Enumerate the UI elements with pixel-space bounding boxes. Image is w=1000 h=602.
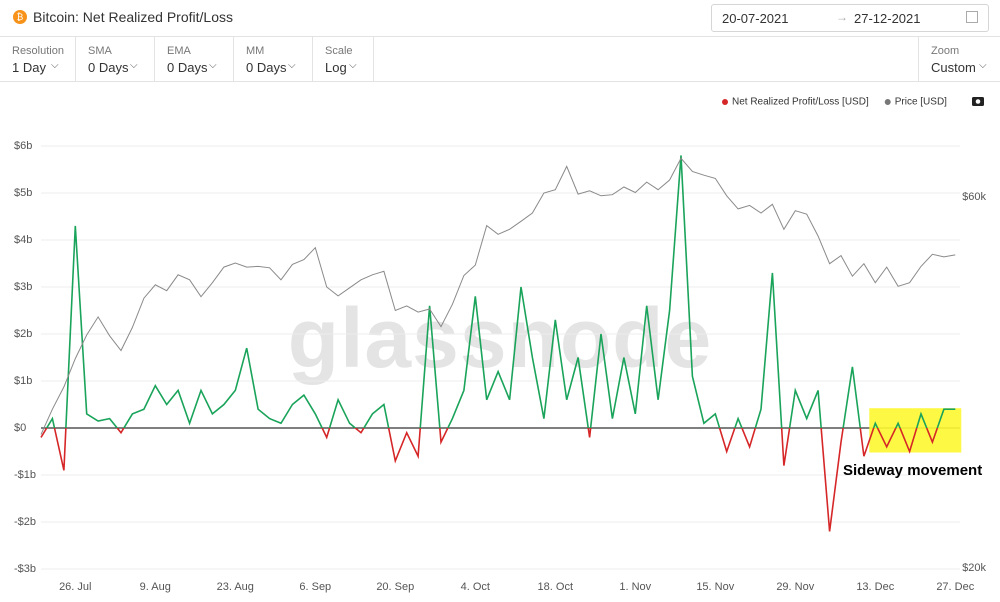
x-tick-label: 6. Sep: [299, 581, 331, 593]
y-tick-label: -$1b: [14, 469, 36, 481]
x-tick-label: 20. Sep: [376, 581, 414, 593]
divider: [0, 81, 1000, 82]
control-label: Scale: [325, 45, 353, 57]
date-to: 27-12-2021: [854, 11, 921, 26]
control-value: 0 Days: [167, 60, 208, 75]
legend-marker: [722, 99, 728, 105]
zoom-control[interactable]: Zoom Custom ⌵: [918, 37, 1000, 81]
x-tick-label: 4. Oct: [461, 581, 490, 593]
legend-marker: [884, 99, 891, 105]
legend-label: Price [USD]: [895, 97, 947, 108]
x-tick-label: 27. Dec: [936, 581, 974, 593]
y-tick-label: $2b: [14, 328, 32, 340]
y-tick-label: $1b: [14, 375, 32, 387]
y-tick-label: $4b: [14, 234, 32, 246]
series-line-negative: [40, 428, 939, 532]
x-tick-label: 13. Dec: [856, 581, 894, 593]
control-label: SMA: [88, 45, 112, 57]
legend-label: Net Realized Profit/Loss [USD]: [732, 97, 869, 108]
control-value: 0 Days: [246, 60, 287, 75]
control[interactable]: MM 0 Days ⌵: [234, 37, 313, 81]
x-tick-label: 15. Nov: [696, 581, 734, 593]
bitcoin-icon: ₿: [13, 10, 27, 24]
date-picker[interactable]: 20-07-2021 → 27-12-2021: [711, 4, 989, 32]
y-tick-label: -$2b: [14, 516, 36, 528]
watermark: glassnode: [288, 291, 712, 385]
control-value: Log: [325, 60, 347, 75]
control-value: 1 Day: [12, 60, 46, 75]
chevron: ⌵: [979, 60, 987, 71]
y2-tick-label: $20k: [962, 562, 986, 574]
chevron: ⌵: [209, 60, 217, 71]
x-tick-label: 1. Nov: [619, 581, 651, 593]
chevron: ⌵: [51, 60, 59, 71]
series-line-positive: [45, 155, 956, 428]
control[interactable]: SMA 0 Days ⌵: [76, 37, 155, 81]
camera-lens: [975, 99, 981, 104]
highlight: [869, 408, 962, 453]
date-from: 20-07-2021: [722, 11, 789, 26]
x-tick-label: 29. Nov: [776, 581, 814, 593]
x-tick-label: 26. Jul: [59, 581, 91, 593]
control-label: EMA: [167, 45, 191, 57]
control-label: MM: [246, 45, 265, 57]
x-tick-label: 9. Aug: [140, 581, 171, 593]
control[interactable]: Scale Log ⌵: [313, 37, 374, 81]
chevron: ⌵: [349, 60, 357, 71]
arrow: →: [836, 10, 848, 24]
chevron: ⌵: [288, 60, 296, 71]
y-tick-label: -$3b: [14, 563, 36, 575]
calendar-icon: [966, 11, 978, 23]
series-line: [40, 157, 956, 435]
y-tick-label: $0: [14, 422, 26, 434]
annotation: Sideway movement: [843, 462, 982, 479]
control[interactable]: Resolution 1 Day ⌵: [0, 37, 76, 81]
y-tick-label: $3b: [14, 281, 32, 293]
x-tick-label: 18. Oct: [538, 581, 573, 593]
control-value: Custom: [931, 60, 976, 75]
header: ₿ Bitcoin: Net Realized Profit/Loss 20-0…: [0, 0, 1000, 37]
control-label: Zoom: [931, 45, 960, 57]
chevron: ⌵: [130, 60, 138, 71]
y2-tick-label: $60k: [962, 191, 986, 203]
y-tick-label: $5b: [14, 187, 32, 199]
control[interactable]: EMA 0 Days ⌵: [155, 37, 234, 81]
camera-icon: [972, 97, 984, 106]
y-tick-label: $6b: [14, 140, 32, 152]
title: Bitcoin: Net Realized Profit/Loss: [33, 9, 233, 25]
control-label: Resolution: [12, 45, 64, 57]
control-value: 0 Days: [88, 60, 129, 75]
x-tick-label: 23. Aug: [217, 581, 254, 593]
